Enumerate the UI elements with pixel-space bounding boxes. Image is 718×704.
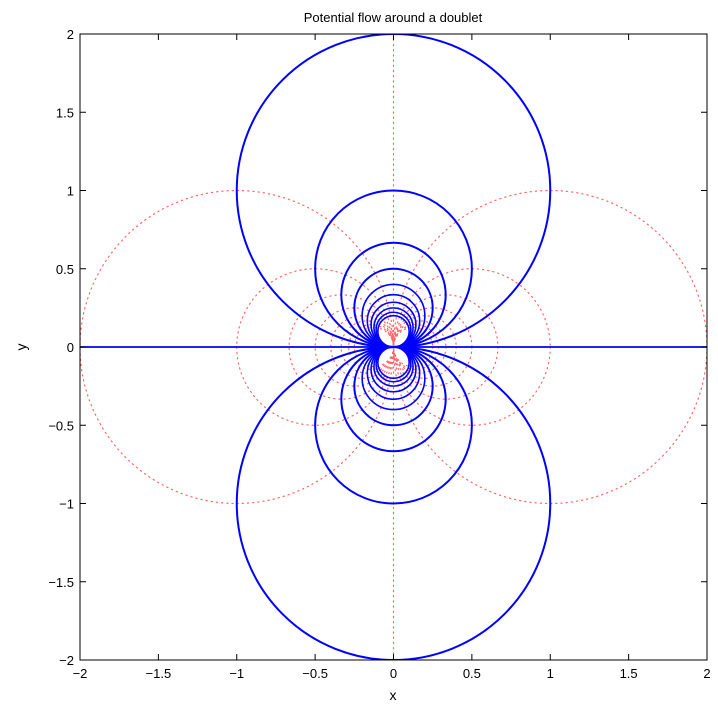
- y-tick-label: 1: [67, 184, 74, 199]
- y-tick-label: 0.5: [56, 262, 74, 277]
- x-tick-label: 0: [390, 666, 397, 681]
- streamlines: [80, 34, 707, 660]
- x-tick-label: −2: [73, 666, 88, 681]
- x-tick-label: 2: [703, 666, 710, 681]
- x-tick-label: −1: [229, 666, 244, 681]
- x-tick-label: 1: [547, 666, 554, 681]
- y-axis-label: y: [13, 344, 29, 351]
- y-tick-label: 2: [67, 27, 74, 42]
- chart-title: Potential flow around a doublet: [304, 10, 483, 25]
- x-tick-label: −1.5: [146, 666, 172, 681]
- y-tick-label: 0: [67, 340, 74, 355]
- x-axis-label: x: [390, 687, 397, 703]
- y-tick-label: −0.5: [48, 418, 74, 433]
- y-tick-label: 1.5: [56, 105, 74, 120]
- y-tick-label: −2: [59, 653, 74, 668]
- x-tick-label: 0.5: [463, 666, 481, 681]
- axis-ticks: −2 −1.5 −1 −0.5 0 0.5 1 1.5 2 −2 −1.5 −1 −0.5 0 0.5 1 1.…: [48, 27, 710, 681]
- y-tick-label: −1: [59, 497, 74, 512]
- streamline-inner-5-lower: [377, 346, 410, 380]
- y-tick-label: −1.5: [48, 575, 74, 590]
- x-tick-label: 1.5: [620, 666, 638, 681]
- x-tick-label: −0.5: [302, 666, 328, 681]
